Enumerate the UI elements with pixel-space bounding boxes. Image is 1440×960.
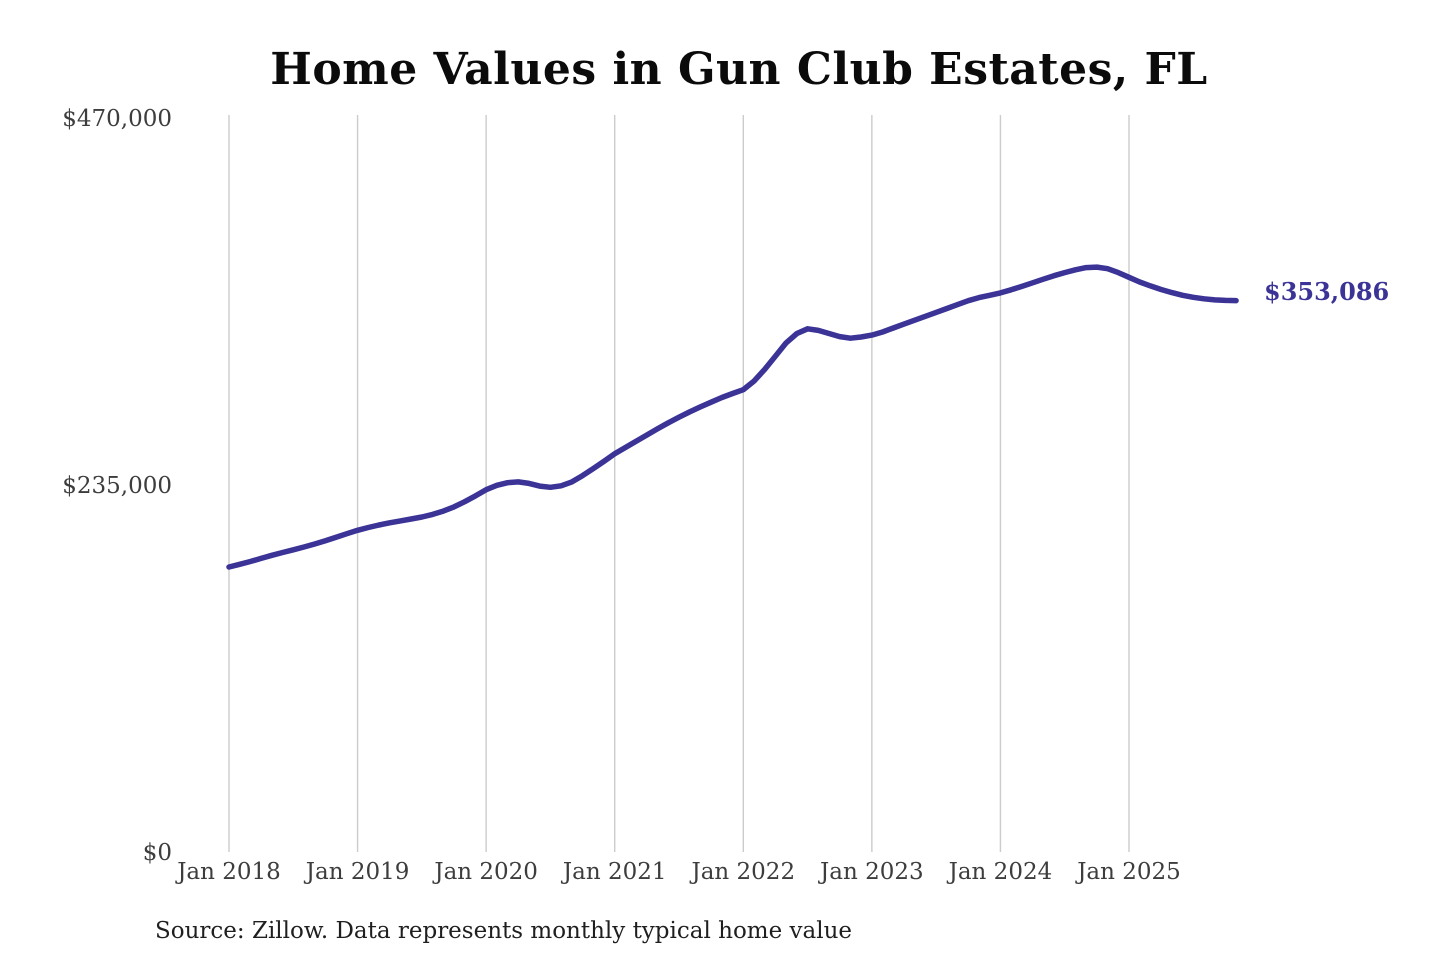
x-tick-label: Jan 2019 <box>304 859 410 885</box>
y-tick-label: $235,000 <box>62 473 172 499</box>
x-tick-label: Jan 2021 <box>561 859 667 885</box>
latest-value-label: $353,086 <box>1264 277 1390 306</box>
y-tick-label: $0 <box>143 840 172 866</box>
chart-title: Home Values in Gun Club Estates, FL <box>270 44 1208 95</box>
x-tick-label: Jan 2018 <box>175 859 281 885</box>
x-tick-label: Jan 2020 <box>432 859 538 885</box>
x-tick-label: Jan 2023 <box>818 859 924 885</box>
x-tick-label: Jan 2022 <box>689 859 795 885</box>
source-note: Source: Zillow. Data represents monthly … <box>155 918 853 944</box>
x-tick-label: Jan 2024 <box>947 859 1053 885</box>
y-tick-label: $470,000 <box>62 106 172 132</box>
home-value-line <box>226 264 1239 570</box>
x-tick-label: Jan 2025 <box>1075 859 1181 885</box>
